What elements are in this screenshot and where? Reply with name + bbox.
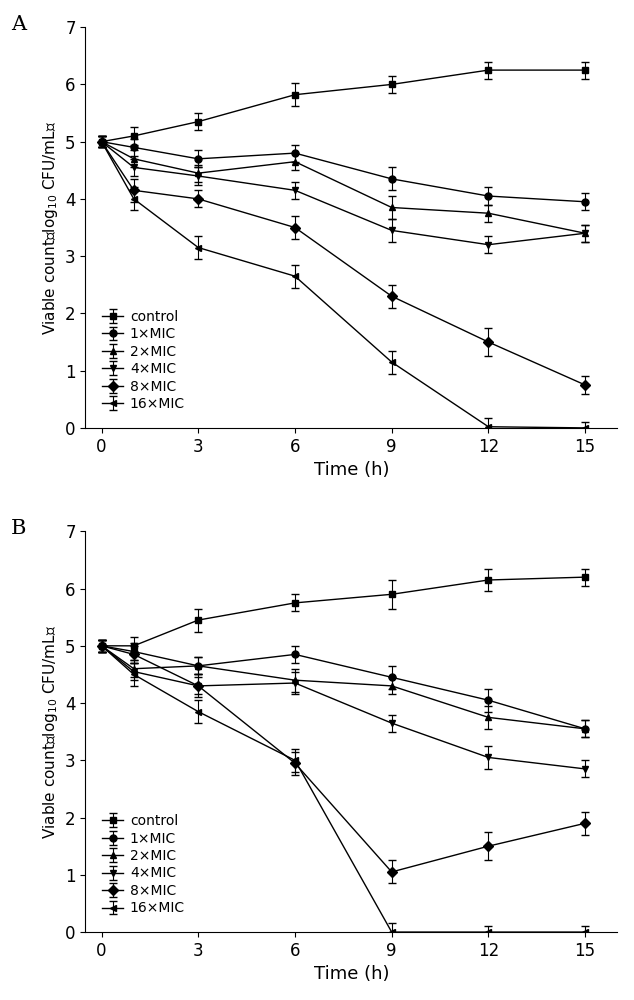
Legend: control, 1×MIC, 2×MIC, 4×MIC, 8×MIC, 16×MIC: control, 1×MIC, 2×MIC, 4×MIC, 8×MIC, 16×… — [96, 304, 191, 417]
Text: B: B — [11, 519, 27, 538]
Y-axis label: Viable count（log$_{10}$ CFU/mL）: Viable count（log$_{10}$ CFU/mL） — [41, 625, 60, 839]
X-axis label: Time (h): Time (h) — [314, 965, 389, 983]
Y-axis label: Viable count（log$_{10}$ CFU/mL）: Viable count（log$_{10}$ CFU/mL） — [41, 121, 60, 335]
Text: A: A — [11, 15, 26, 34]
X-axis label: Time (h): Time (h) — [314, 461, 389, 479]
Legend: control, 1×MIC, 2×MIC, 4×MIC, 8×MIC, 16×MIC: control, 1×MIC, 2×MIC, 4×MIC, 8×MIC, 16×… — [96, 808, 191, 921]
